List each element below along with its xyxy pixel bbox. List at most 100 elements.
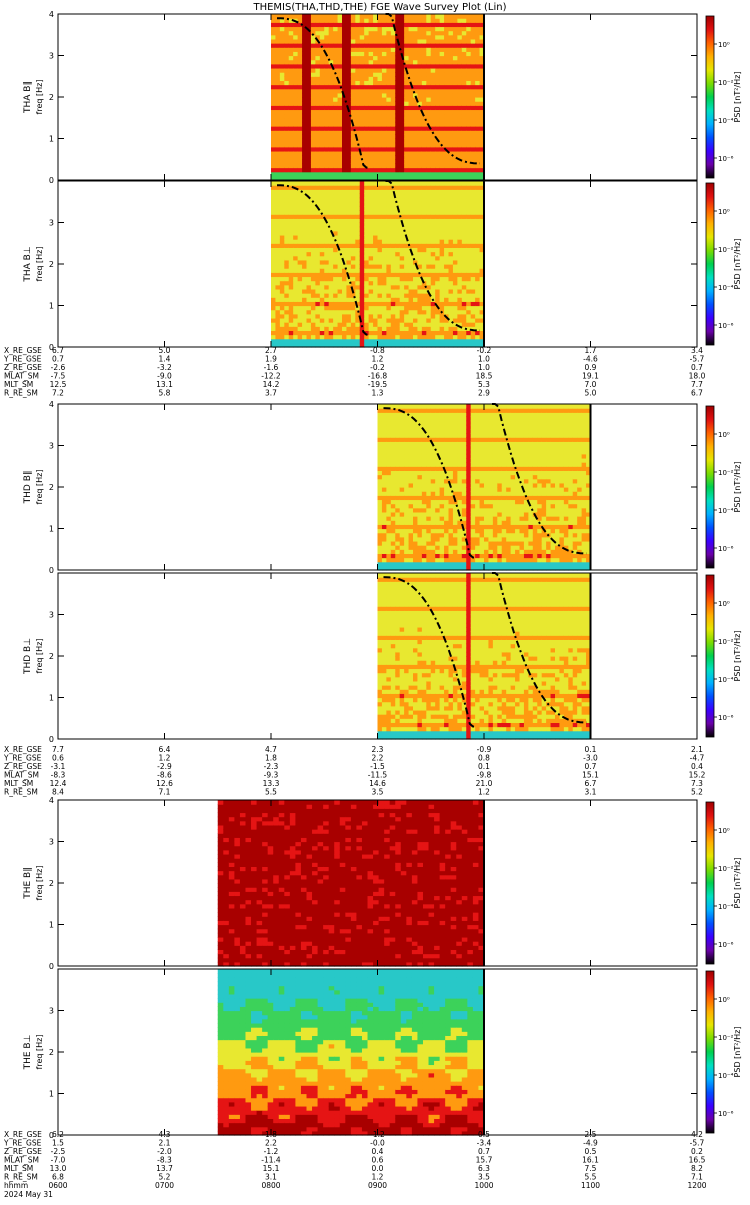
spectrogram-cell xyxy=(493,562,498,567)
spectrogram-cell xyxy=(417,533,422,538)
spectrogram-cell xyxy=(462,172,467,177)
spectrogram-cell xyxy=(378,193,383,198)
spectrogram-cell xyxy=(400,268,405,273)
spectrogram-cell xyxy=(431,80,436,85)
spectrogram-cell xyxy=(391,72,396,77)
spectrogram-cell xyxy=(364,93,369,98)
spectrogram-cell xyxy=(382,89,387,94)
spectrogram-cell xyxy=(417,310,422,315)
spectrogram-cell xyxy=(369,227,374,232)
spectrogram-cell xyxy=(413,281,418,286)
spectrogram-cell xyxy=(378,314,383,319)
spectrogram-cell xyxy=(307,76,312,81)
spectrogram-cell xyxy=(338,22,343,27)
spectrogram-cell xyxy=(271,243,276,248)
spectrogram-cell xyxy=(320,301,325,306)
spectrogram-cell xyxy=(369,198,374,203)
spectrogram-cell xyxy=(284,101,289,106)
spectrogram-cell xyxy=(417,68,422,73)
spectrogram-cell xyxy=(293,130,298,135)
spectrogram-cell xyxy=(444,520,449,525)
spectrogram-cell xyxy=(431,330,436,335)
spectrogram-cell xyxy=(431,483,436,488)
spectrogram-cell xyxy=(369,189,374,194)
spectrogram-cell xyxy=(413,22,418,27)
spectrogram-cell xyxy=(342,80,347,85)
spectrogram-cell xyxy=(409,487,414,492)
spectrogram-cell xyxy=(475,416,480,421)
spectrogram-cell xyxy=(293,31,298,36)
spectrogram-cell xyxy=(302,126,307,131)
spectrogram-cell xyxy=(324,318,329,323)
spectrogram-cell xyxy=(400,252,405,257)
spectrogram-cell xyxy=(471,252,476,257)
spectrogram-cell xyxy=(417,466,422,471)
spectrogram-cell xyxy=(471,470,476,475)
spectrogram-cell xyxy=(342,14,347,19)
spectrogram-cell xyxy=(386,159,391,164)
spectrogram-cell xyxy=(298,235,303,240)
spectrogram-cell xyxy=(271,318,276,323)
spectrogram-cell xyxy=(422,122,427,127)
spectrogram-cell xyxy=(320,168,325,173)
spectrogram-cell xyxy=(338,97,343,102)
spectrogram-cell xyxy=(413,446,418,451)
spectrogram-cell xyxy=(426,163,431,168)
spectrogram-cell xyxy=(355,118,360,123)
spectrogram-cell xyxy=(422,126,427,131)
spectrogram-cell xyxy=(395,516,400,521)
spectrogram-cell xyxy=(480,470,485,475)
spectrogram-cell xyxy=(289,93,294,98)
spectrogram-cell xyxy=(426,18,431,23)
y-tick-label: 1 xyxy=(49,135,54,144)
spectrogram-cell xyxy=(466,425,471,430)
spectrogram-cell xyxy=(413,306,418,311)
spectrogram-cell xyxy=(284,235,289,240)
spectrogram-cell xyxy=(391,425,396,430)
spectrogram-cell xyxy=(378,293,383,298)
spectrogram-cell xyxy=(444,193,449,198)
spectrogram-cell xyxy=(400,306,405,311)
spectrogram-cell xyxy=(391,306,396,311)
spectrogram-cell xyxy=(409,545,414,550)
spectrogram-cell xyxy=(382,289,387,294)
spectrogram-cell xyxy=(391,97,396,102)
spectrogram-cell xyxy=(324,193,329,198)
spectrogram-cell xyxy=(435,462,440,467)
spectrogram-cell xyxy=(395,297,400,302)
spectrogram-cell xyxy=(364,105,369,110)
spectrogram-cell xyxy=(369,330,374,335)
spectrogram-cell xyxy=(320,68,325,73)
spectrogram-cell xyxy=(475,122,480,127)
spectrogram-cell xyxy=(315,172,320,177)
spectrogram-cell xyxy=(275,47,280,52)
spectrogram-cell xyxy=(382,504,387,509)
spectrogram-cell xyxy=(431,408,436,413)
spectrogram-cell xyxy=(289,210,294,215)
spectrogram-cell xyxy=(342,143,347,148)
spectrogram-cell xyxy=(378,181,383,186)
spectrogram-cell xyxy=(409,408,414,413)
spectrogram-cell xyxy=(400,256,405,261)
spectrogram-cell xyxy=(409,159,414,164)
spectrogram-cell xyxy=(440,483,445,488)
y-tick-label: 3 xyxy=(49,219,54,228)
spectrogram-cell xyxy=(444,101,449,106)
spectrogram-cell xyxy=(444,235,449,240)
spectrogram-cell xyxy=(431,193,436,198)
spectrogram-cell xyxy=(404,210,409,215)
spectrogram-cell xyxy=(315,301,320,306)
colorbar-tick-label: 10⁻² xyxy=(718,246,734,254)
spectrogram-cell xyxy=(426,210,431,215)
spectrogram-cell xyxy=(457,139,462,144)
spectrogram-cell xyxy=(440,198,445,203)
spectrogram-cell xyxy=(426,35,431,40)
spectrogram-cell xyxy=(435,72,440,77)
spectrogram-cell xyxy=(382,97,387,102)
spectrogram-cell xyxy=(449,297,454,302)
spectrogram-cell xyxy=(289,310,294,315)
spectrogram-cell xyxy=(342,39,347,44)
spectrogram-cell xyxy=(315,235,320,240)
spectrogram-cell xyxy=(289,285,294,290)
spectrogram-cell xyxy=(475,293,480,298)
